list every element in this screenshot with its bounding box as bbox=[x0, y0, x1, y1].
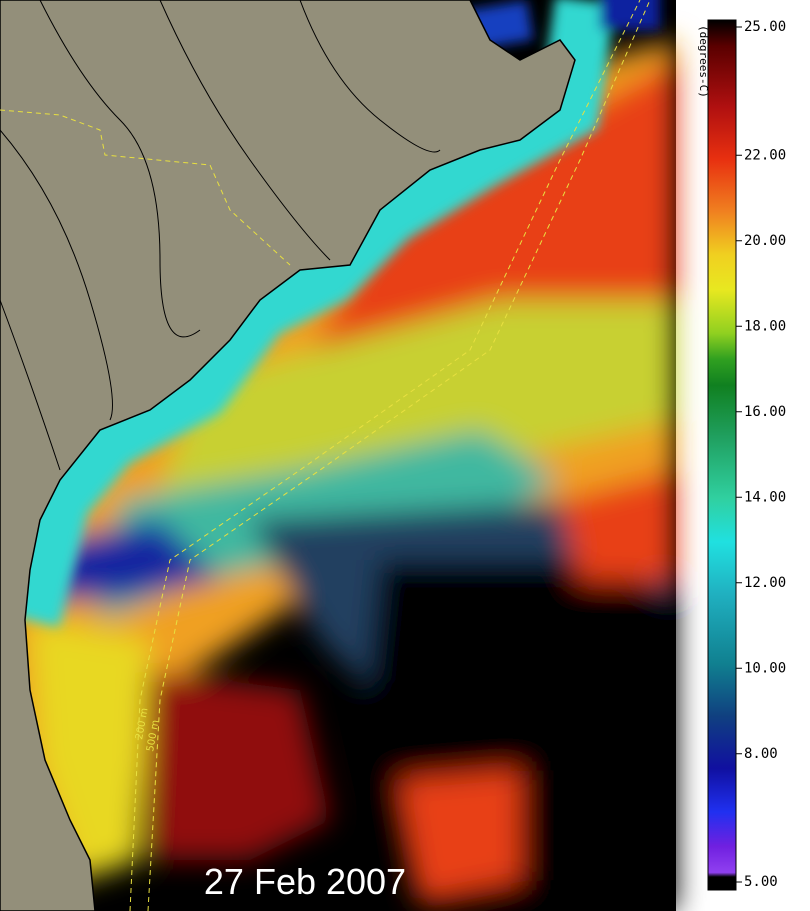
rivers bbox=[0, 0, 441, 471]
tick-label: 25.00 bbox=[744, 19, 786, 35]
tick-label: 16.00 bbox=[744, 404, 786, 420]
tick-label: 18.00 bbox=[744, 318, 786, 334]
colorbar-scale bbox=[707, 19, 737, 891]
tick-label: 10.00 bbox=[744, 660, 786, 676]
sst-map: 200 m 500 m 27 Feb 2007 bbox=[0, 0, 676, 911]
land bbox=[0, 0, 576, 911]
contour-label: 200 m bbox=[134, 707, 150, 740]
colorbar: (degrees-C) 25.00 22.00 20.00 18.00 16.00 14.… bbox=[697, 19, 786, 891]
boundaries bbox=[0, 0, 651, 911]
tick-label: 14.00 bbox=[744, 489, 786, 505]
colorbar-label: (degrees-C) bbox=[697, 25, 710, 98]
tick-label: 8.00 bbox=[744, 746, 778, 762]
tick-label: 5.00 bbox=[744, 874, 778, 890]
tick-label: 20.00 bbox=[744, 233, 786, 249]
date-label: 27 Feb 2007 bbox=[204, 861, 406, 902]
contour-label: 500 m bbox=[145, 719, 161, 752]
tick-label: 22.00 bbox=[744, 147, 786, 163]
tick-label: 12.00 bbox=[744, 575, 786, 591]
